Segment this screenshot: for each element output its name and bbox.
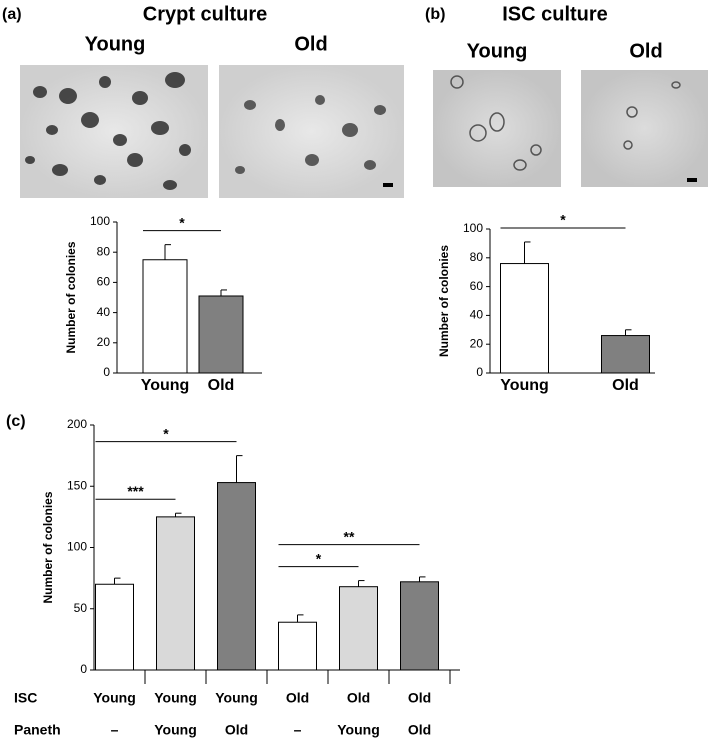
y-tick-label: 0 [103, 365, 110, 379]
y-tick-label: 0 [476, 365, 483, 379]
panel-label: (a) [2, 6, 22, 23]
bar [601, 335, 650, 374]
y-tick-label: 80 [470, 250, 484, 264]
y-tick-label: 40 [97, 305, 111, 319]
row-label: Paneth [14, 722, 61, 738]
x-tick-label: Young [500, 377, 549, 394]
panel-title: Crypt culture [143, 3, 267, 25]
y-tick-label: 100 [90, 214, 110, 228]
y-axis-label: Number of colonies [437, 245, 451, 357]
significance-label: * [179, 214, 185, 230]
significance-label: * [316, 550, 322, 566]
image-label: Young [467, 40, 528, 62]
bar [142, 259, 188, 374]
x-tick-label: Old [408, 722, 431, 738]
x-tick-label: Young [154, 722, 197, 738]
x-tick-label: – [111, 722, 119, 738]
significance-label: ** [344, 528, 355, 544]
row-label: ISC [14, 690, 37, 706]
bar [278, 621, 317, 671]
x-tick-label: Old [286, 690, 309, 706]
y-tick-label: 100 [463, 221, 483, 235]
panel-label: (b) [425, 6, 445, 23]
bar [156, 516, 195, 671]
significance-label: * [560, 212, 566, 228]
x-tick-label: – [294, 722, 302, 738]
y-tick-label: 200 [67, 417, 87, 431]
y-tick-label: 150 [67, 478, 87, 492]
micrograph [581, 70, 708, 187]
significance-label: * [163, 425, 169, 441]
y-tick-label: 20 [470, 336, 484, 350]
y-axis-label: Number of colonies [64, 241, 78, 353]
x-tick-label: Young [141, 377, 190, 394]
y-tick-label: 60 [470, 279, 484, 293]
y-tick-label: 80 [97, 244, 111, 258]
panel-title: ISC culture [502, 3, 608, 25]
y-tick-label: 60 [97, 275, 111, 289]
y-axis-label: Number of colonies [41, 491, 55, 603]
bar [500, 263, 549, 374]
x-tick-label: Young [337, 722, 380, 738]
panel-label: (c) [6, 413, 26, 430]
image-label: Old [294, 33, 327, 55]
bar [217, 482, 256, 671]
y-tick-label: 50 [74, 601, 88, 615]
x-tick-label: Young [154, 690, 197, 706]
bar [95, 583, 134, 671]
bar [198, 295, 244, 374]
y-tick-label: 0 [80, 662, 87, 676]
micrograph [433, 70, 561, 187]
y-tick-label: 40 [470, 308, 484, 322]
significance-label: *** [127, 483, 144, 499]
micrograph [20, 65, 208, 198]
bar [339, 586, 378, 671]
x-tick-label: Old [208, 377, 235, 394]
x-tick-label: Old [225, 722, 248, 738]
image-label: Young [85, 33, 146, 55]
y-tick-label: 20 [97, 335, 111, 349]
x-tick-label: Old [408, 690, 431, 706]
x-tick-label: Young [215, 690, 258, 706]
bar [400, 581, 439, 671]
x-tick-label: Old [347, 690, 370, 706]
y-tick-label: 100 [67, 540, 87, 554]
micrograph [219, 65, 404, 198]
x-tick-label: Old [612, 377, 639, 394]
x-tick-label: Young [93, 690, 136, 706]
image-label: Old [629, 40, 662, 62]
